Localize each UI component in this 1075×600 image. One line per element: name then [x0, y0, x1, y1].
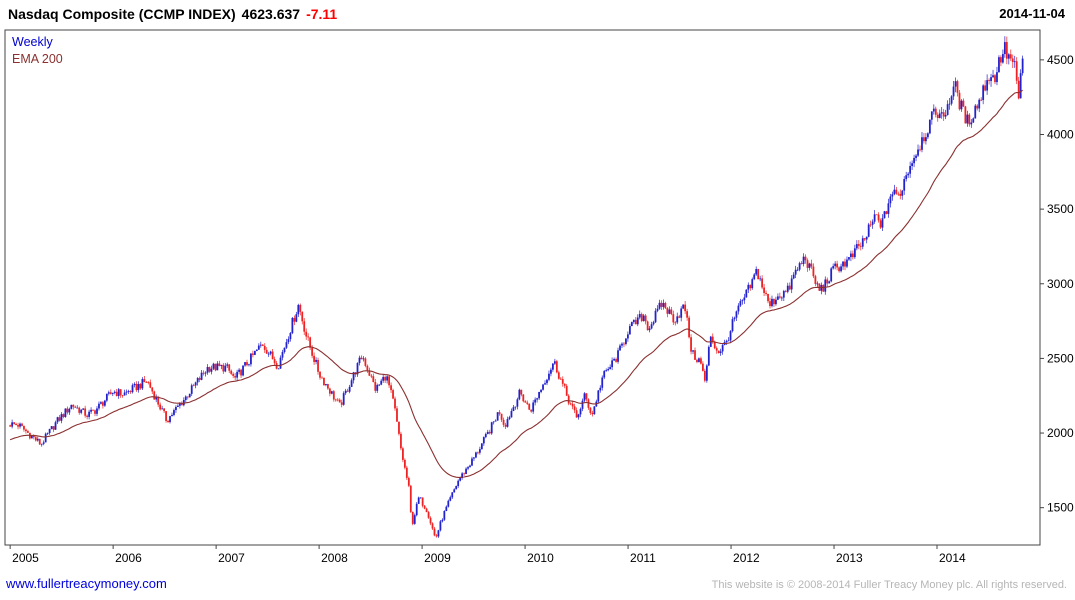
x-tick-label: 2005: [12, 551, 39, 565]
last-price: 4623.637: [241, 6, 301, 22]
x-tick-label: 2006: [115, 551, 142, 565]
legend: Weekly EMA 200: [12, 34, 63, 68]
x-tick-label: 2014: [939, 551, 966, 565]
y-tick-label: 2000: [1047, 426, 1074, 440]
x-tick-label: 2010: [527, 551, 554, 565]
x-tick-label: 2011: [630, 551, 656, 565]
x-tick-label: 2013: [836, 551, 863, 565]
price-change: -7.11: [306, 6, 338, 22]
x-tick-label: 2008: [321, 551, 348, 565]
y-tick-label: 4500: [1047, 53, 1074, 67]
y-tick-label: 3000: [1047, 277, 1074, 291]
y-tick-label: 1500: [1047, 501, 1074, 515]
quote-date: 2014-11-04: [999, 6, 1065, 21]
footer: www.fullertreacymoney.com This website i…: [0, 572, 1075, 598]
x-axis: 2005 2006 2007 2008 2009 2010 2011 2012 2013 2014: [9, 545, 966, 565]
ema-line: [9, 89, 1023, 478]
y-tick-label: 4000: [1047, 127, 1074, 141]
y-tick-label: 2500: [1047, 351, 1074, 365]
x-tick-label: 2012: [733, 551, 760, 565]
plot-border: [4, 29, 1041, 546]
legend-ema-label: EMA 200: [12, 52, 63, 66]
copyright-text: This website is © 2008-2014 Fuller Treac…: [711, 579, 1067, 591]
y-tick-label: 3500: [1047, 202, 1074, 216]
titlebar: Nasdaq Composite (CCMP INDEX) 4623.637 -7.…: [8, 6, 1065, 26]
legend-weekly-label: Weekly: [12, 35, 53, 49]
x-tick-label: 2009: [424, 551, 451, 565]
y-axis: 1500 2000 2500 3000 3500 4000 4500: [1040, 53, 1074, 515]
site-link[interactable]: www.fullertreacymoney.com: [6, 576, 167, 591]
x-tick-label: 2007: [218, 551, 245, 565]
instrument-title: Nasdaq Composite (CCMP INDEX): [8, 6, 236, 22]
candles-layer: [9, 36, 1024, 538]
